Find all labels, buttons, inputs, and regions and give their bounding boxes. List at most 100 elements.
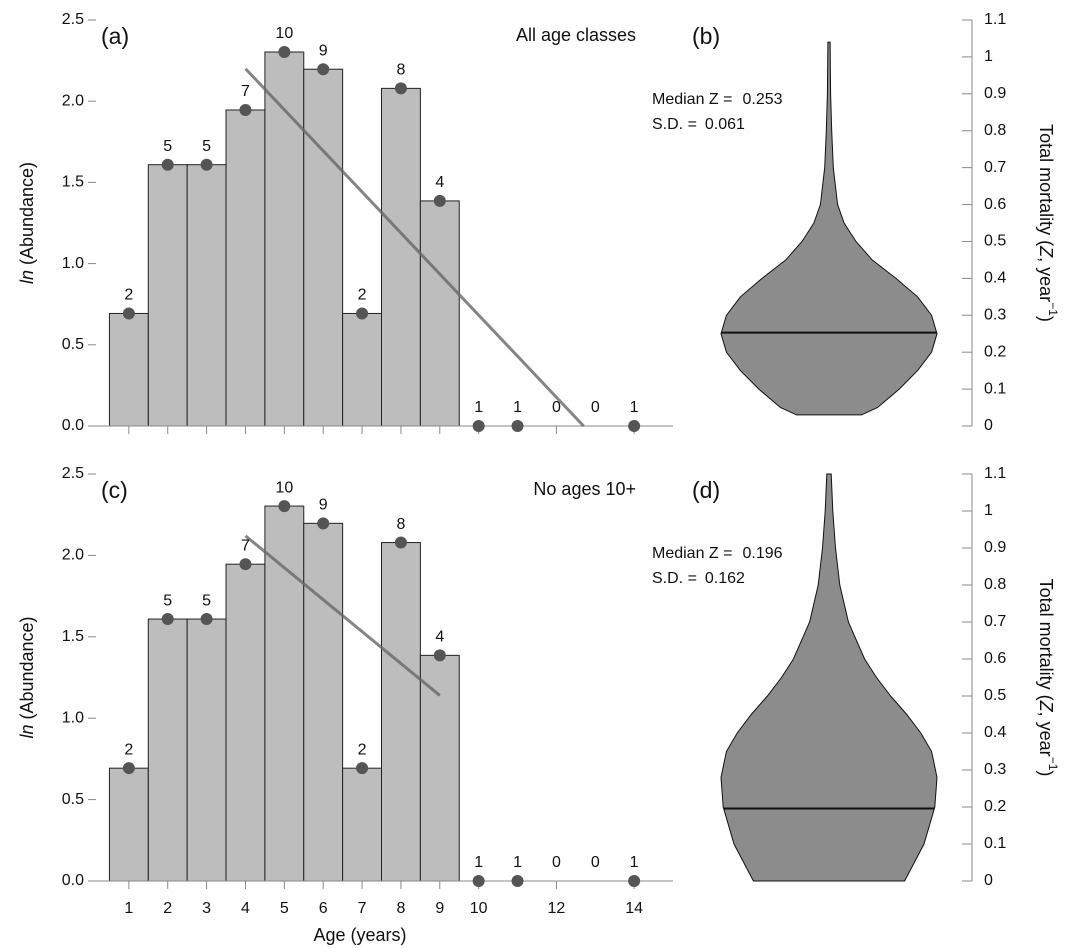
y-tick-label: 0.7 (984, 613, 1006, 630)
bar (225, 563, 266, 882)
y-tick-label: 1.1 (984, 11, 1006, 28)
count-label: 2 (358, 287, 367, 304)
bar (186, 618, 227, 882)
subtitle: No ages 10+ (533, 479, 636, 499)
y-tick-label: 0.1 (984, 835, 1006, 852)
point (628, 420, 641, 432)
point (433, 649, 446, 662)
y-tick-label: 1.5 (62, 628, 84, 645)
count-label: 0 (552, 399, 561, 416)
violin (720, 41, 938, 416)
point (122, 762, 135, 775)
bar (108, 767, 149, 882)
x-tick-label: 10 (470, 900, 488, 917)
y-label-part: (Abundance) (17, 162, 37, 270)
bar (381, 87, 421, 427)
y-tick-label: 0.4 (984, 724, 1006, 741)
y-tick-label: 0.8 (984, 122, 1006, 139)
y-tick-label: 0.3 (984, 306, 1006, 323)
y-tick-label: 0.5 (62, 791, 84, 808)
bar (147, 618, 188, 882)
point (511, 875, 524, 887)
bar (264, 505, 305, 882)
y-label-part: , year (1036, 712, 1056, 757)
y-tick-label: 0.5 (984, 687, 1006, 704)
bar (225, 109, 266, 427)
y-tick-label: 1 (984, 502, 993, 519)
y-tick-label: 2.0 (62, 547, 84, 564)
x-tick-label: 1 (124, 900, 133, 917)
x-tick-label: 14 (625, 900, 643, 917)
bar (108, 312, 149, 427)
point (356, 307, 369, 320)
fit-line (244, 534, 441, 697)
y-axis-label: ln (Abundance) (17, 162, 37, 284)
y-axis-label: ln (Abundance) (17, 616, 37, 738)
y-tick-label: 0.1 (984, 380, 1006, 397)
count-label: 1 (474, 399, 483, 416)
point (394, 82, 407, 95)
y-tick-label: 1.0 (62, 709, 84, 726)
x-tick-label: 8 (396, 900, 405, 917)
y-label-part: Total mortality ( (1036, 579, 1056, 701)
y-label-part: Total mortality ( (1036, 124, 1056, 246)
y-tick-label: 0 (984, 872, 993, 889)
point (161, 158, 174, 171)
violin (720, 473, 938, 882)
y-label-part: −1 (1046, 302, 1060, 316)
count-label: 10 (275, 25, 293, 42)
y-tick-label: 2.0 (62, 92, 84, 109)
median-value: 0.196 (742, 545, 782, 562)
point (472, 875, 485, 887)
y-tick-label: 0.0 (62, 417, 84, 434)
x-tick-label: 12 (548, 900, 566, 917)
y-tick-label: 1 (984, 48, 993, 65)
bar (419, 654, 460, 882)
count-label: 2 (124, 287, 133, 304)
y-tick-label: 0.5 (62, 336, 84, 353)
y-label-part: (Abundance) (17, 616, 37, 724)
count-label: 4 (435, 629, 444, 646)
point (200, 158, 213, 171)
point (239, 558, 252, 571)
sd-value: 0.162 (705, 570, 745, 587)
count-label: 1 (630, 854, 639, 871)
y-tick-label: 0.5 (984, 233, 1006, 250)
y-tick-label: 2.5 (62, 11, 84, 28)
count-label: 1 (474, 854, 483, 871)
bar (147, 164, 188, 427)
y-label-part: Z (1036, 700, 1056, 713)
x-tick-label: 3 (202, 900, 211, 917)
y-tick-label: 1.1 (984, 465, 1006, 482)
point (200, 613, 213, 626)
count-label: 4 (435, 174, 444, 191)
point (317, 63, 330, 76)
point (511, 420, 524, 432)
y-tick-label: 0.2 (984, 798, 1006, 815)
sd-value: 0.061 (705, 116, 745, 133)
y-tick-label: 0.0 (62, 872, 84, 889)
y-tick-label: 0.9 (984, 85, 1006, 102)
median-label: Median Z = (652, 91, 732, 108)
count-label: 9 (319, 497, 328, 514)
y-tick-label: 0 (984, 417, 993, 434)
y-label-part: −1 (1046, 757, 1060, 771)
y-tick-label: 2.5 (62, 465, 84, 482)
count-label: 9 (319, 42, 328, 59)
sd-label: S.D. = (652, 570, 697, 587)
count-label: 2 (358, 741, 367, 758)
y-tick-label: 1.0 (62, 255, 84, 272)
point (394, 536, 407, 549)
point (433, 194, 446, 207)
y-axis-label: Total mortality (Z, year−1) (1036, 124, 1060, 322)
x-tick-label: 6 (319, 900, 328, 917)
count-label: 0 (591, 399, 600, 416)
y-tick-label: 0.7 (984, 159, 1006, 176)
y-axis-label: Total mortality (Z, year−1) (1036, 579, 1060, 777)
point (161, 613, 174, 626)
point (356, 762, 369, 775)
bar (186, 164, 227, 427)
y-label-part: ) (1036, 316, 1056, 322)
count-label: 5 (163, 138, 172, 155)
